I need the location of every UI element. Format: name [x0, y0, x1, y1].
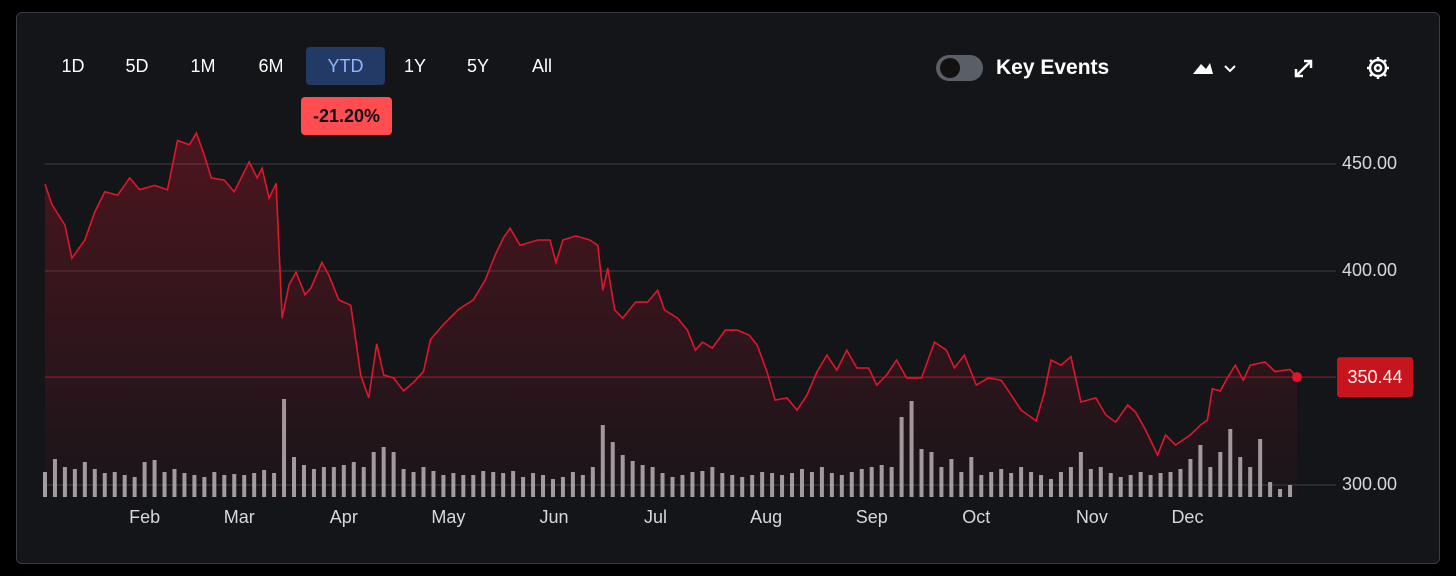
toggle-knob — [940, 58, 960, 78]
x-tick-label: May — [431, 507, 465, 527]
settings-icon[interactable] — [1367, 57, 1389, 79]
range-button[interactable]: 5Y — [466, 56, 490, 76]
toggle[interactable] — [936, 55, 983, 81]
y-tick-label: 300.00 — [1342, 474, 1397, 494]
range-button[interactable]: 6M — [258, 56, 284, 76]
x-tick-label: Aug — [750, 507, 782, 527]
x-tick-label: Sep — [856, 507, 888, 527]
range-button[interactable]: 1D — [61, 56, 85, 76]
range-button[interactable]: YTD — [306, 47, 385, 85]
price-line — [44, 131, 1298, 458]
y-tick-label: 450.00 — [1342, 153, 1397, 173]
x-tick-label: Dec — [1171, 507, 1203, 527]
change-badge: -21.20% — [301, 97, 392, 135]
current-label: 350.44 — [1347, 367, 1402, 387]
y-tick-label: 400.00 — [1342, 260, 1397, 280]
range-button[interactable]: 1M — [190, 56, 216, 76]
range-button[interactable]: All — [531, 56, 552, 76]
toggle-label[interactable]: Key Events — [996, 56, 1110, 79]
x-tick-label: Apr — [330, 507, 358, 527]
current-badge — [1337, 357, 1413, 398]
expand-icon[interactable] — [1294, 59, 1313, 78]
x-tick-label: Mar — [224, 507, 255, 527]
current-dot — [1292, 372, 1303, 383]
x-tick-label: Jun — [539, 507, 568, 527]
chart-type-icon[interactable] — [1193, 63, 1236, 74]
x-tick-label: Feb — [129, 507, 160, 527]
x-tick-label: Jul — [644, 507, 667, 527]
x-tick-label: Oct — [962, 507, 990, 527]
range-button[interactable]: 5D — [125, 56, 149, 76]
range-button[interactable]: 1Y — [403, 56, 427, 76]
x-tick-label: Nov — [1076, 507, 1108, 527]
area — [45, 133, 1298, 497]
